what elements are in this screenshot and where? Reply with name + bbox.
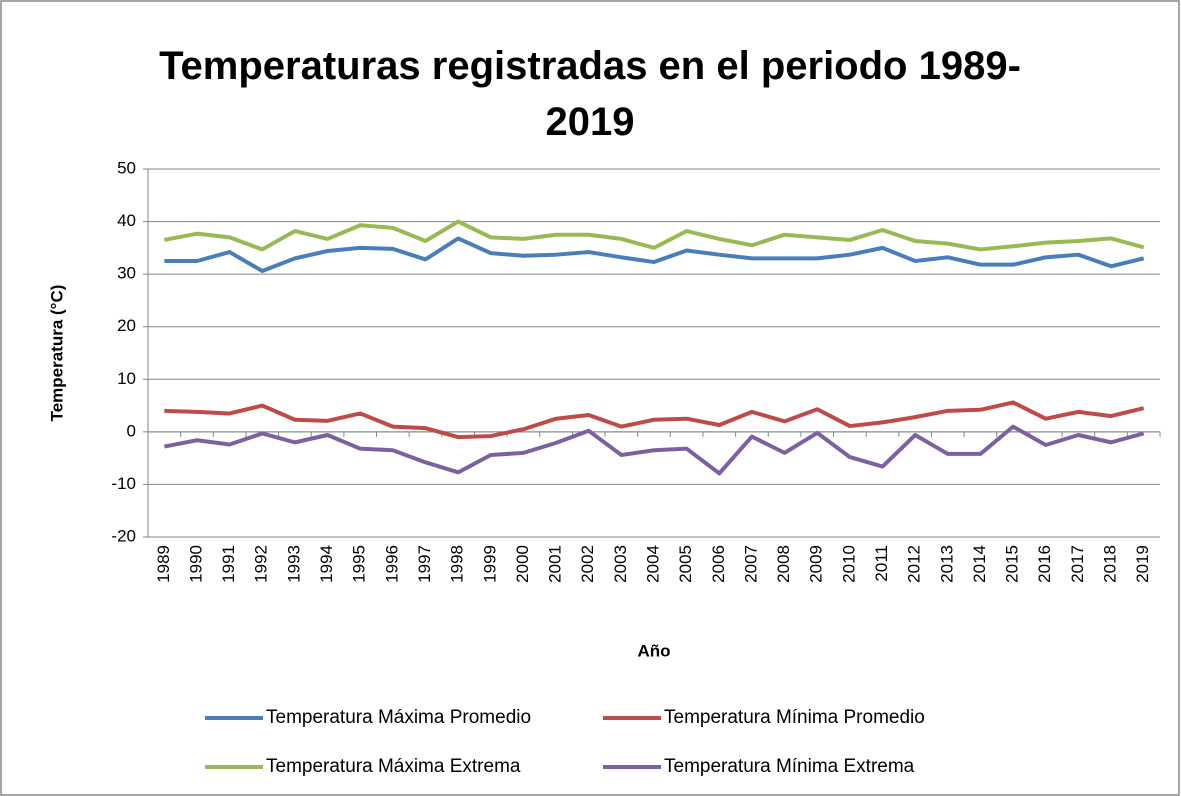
x-tick-label: 1996 bbox=[382, 545, 401, 583]
x-tick-label: 2009 bbox=[807, 545, 826, 583]
x-tick-label: 2004 bbox=[643, 545, 662, 583]
x-tick-label: 1997 bbox=[415, 545, 434, 583]
x-tick-label: 1998 bbox=[448, 545, 467, 583]
chart-title: Temperaturas registradas en el periodo 1… bbox=[159, 44, 1021, 144]
x-tick-label: 1989 bbox=[154, 545, 173, 583]
y-tick-label: 10 bbox=[117, 369, 136, 388]
legend-label: Temperatura Mínima Promedio bbox=[664, 707, 925, 728]
x-tick-label: 1995 bbox=[350, 545, 369, 583]
x-tick-label: 2005 bbox=[676, 545, 695, 583]
y-tick-label: 50 bbox=[117, 158, 136, 177]
x-tick-label: 2013 bbox=[937, 545, 956, 583]
x-tick-label: 2007 bbox=[741, 545, 760, 583]
legend-label: Temperatura Mínima Extrema bbox=[664, 756, 915, 777]
x-tick-label: 2012 bbox=[905, 545, 924, 583]
data-line bbox=[163, 219, 1145, 252]
x-tick-label: 2017 bbox=[1068, 545, 1087, 583]
y-tick-label: -10 bbox=[111, 474, 136, 493]
x-tick-label: 2008 bbox=[774, 545, 793, 583]
data-line bbox=[164, 236, 1145, 273]
x-tick-label: 1994 bbox=[317, 545, 336, 583]
x-tick-label: 1999 bbox=[480, 545, 499, 583]
x-tick-label: 2015 bbox=[1003, 545, 1022, 583]
y-tick-label: -20 bbox=[111, 526, 136, 545]
x-tick-label: 2006 bbox=[709, 545, 728, 583]
x-tick-label: 1990 bbox=[186, 545, 205, 583]
x-tick-label: 1993 bbox=[284, 545, 303, 583]
x-tick-label: 2019 bbox=[1133, 545, 1152, 583]
x-tick-label: 2003 bbox=[611, 545, 630, 583]
data-line bbox=[164, 400, 1145, 440]
x-tick-label: 2011 bbox=[872, 545, 891, 582]
y-tick-label: 30 bbox=[117, 264, 136, 283]
y-tick-label: 40 bbox=[117, 211, 136, 230]
x-tick-label: 2002 bbox=[578, 545, 597, 583]
x-tick-label: 2000 bbox=[513, 545, 532, 583]
legend-label: Temperatura Máxima Promedio bbox=[266, 707, 531, 728]
y-tick-label: 0 bbox=[127, 421, 136, 440]
x-tick-label: 2001 bbox=[546, 545, 565, 583]
data-line bbox=[163, 424, 1145, 476]
x-tick-label: 1991 bbox=[219, 545, 238, 583]
x-tick-label: 2014 bbox=[970, 545, 989, 583]
legend-label: Temperatura Máxima Extrema bbox=[266, 756, 521, 777]
y-axis-title: Temperatura (°C) bbox=[47, 285, 66, 422]
x-tick-label: 2010 bbox=[839, 545, 858, 583]
y-tick-label: 20 bbox=[117, 316, 136, 335]
x-tick-label: 2016 bbox=[1035, 545, 1054, 583]
x-axis-title: Año bbox=[637, 641, 670, 660]
x-tick-label: 1992 bbox=[252, 545, 271, 583]
x-tick-label: 2018 bbox=[1101, 545, 1120, 583]
